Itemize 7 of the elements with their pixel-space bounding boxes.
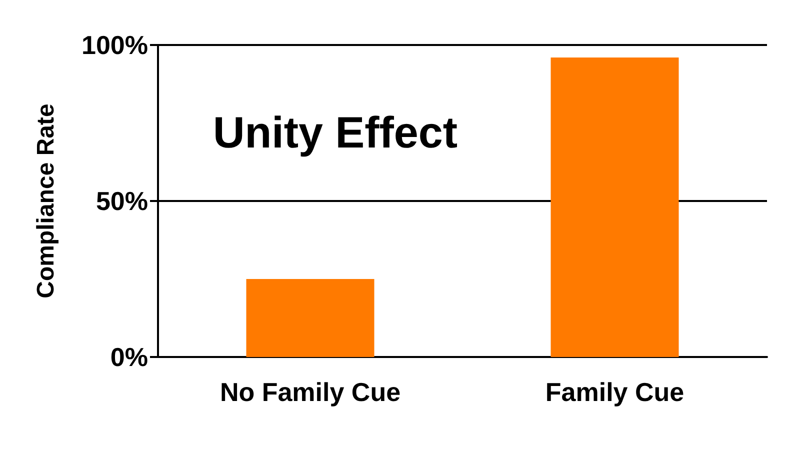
y-axis-title: Compliance Rate [32, 104, 60, 298]
x-tick-label: Family Cue [545, 377, 684, 407]
y-tick-label: 100% [82, 30, 148, 60]
x-tick-label: No Family Cue [220, 377, 401, 407]
y-tick-label: 0% [110, 342, 148, 372]
text: Unity Effect [213, 108, 458, 158]
y-tick-label: 50% [96, 186, 148, 216]
